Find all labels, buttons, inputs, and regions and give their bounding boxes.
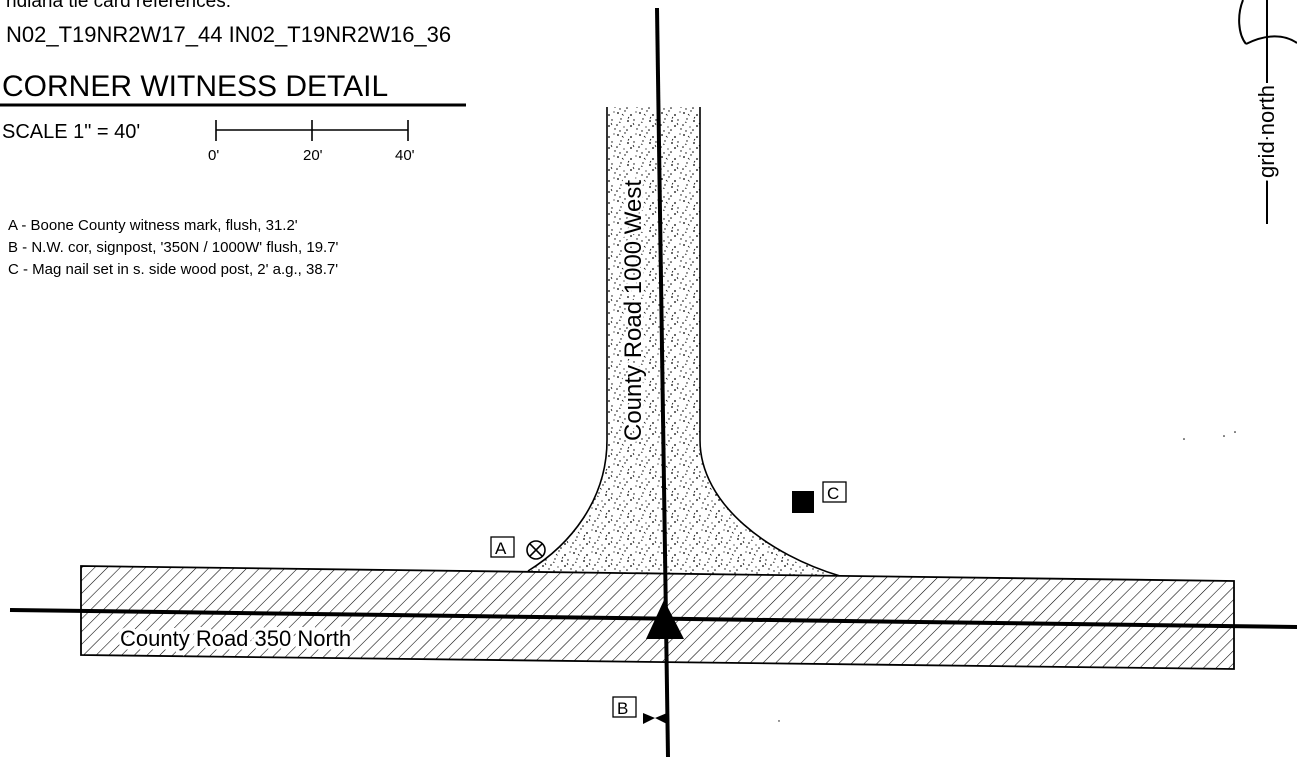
ns-road-left-edge (527, 107, 608, 572)
scale-label: SCALE 1" = 40' (2, 121, 140, 143)
marker-c-box (822, 481, 847, 503)
legend-item-b: B - N.W. cor, signpost, '350N / 1000W' f… (8, 239, 339, 256)
signpost-icon (643, 713, 667, 724)
tie-card-references: N02_T19NR2W17_44 IN02_T19NR2W16_36 (6, 22, 451, 47)
corner-monument (646, 600, 684, 639)
ns-road-right-edge (699, 107, 841, 577)
scale-tick-40: 40' (395, 147, 415, 164)
scan-specks (778, 431, 1236, 722)
marker-b-label: B (617, 699, 628, 718)
marker-b-box (612, 696, 637, 718)
marker-a-box (490, 536, 515, 558)
mag-nail-post-icon (792, 491, 814, 513)
grid-north-label: grid north (1254, 85, 1279, 178)
marker-c-label: C (827, 484, 839, 503)
scale-tick-20: 20' (303, 147, 323, 164)
marker-a-label: A (495, 539, 507, 558)
scale-tick-0: 0' (208, 147, 219, 164)
legend-item-c: C - Mag nail set in s. side wood post, 2… (8, 261, 338, 278)
header-cut-text: ndiana tie card references: (6, 0, 231, 12)
ew-road-name: County Road 350 North (120, 626, 351, 651)
section-line-ew (9, 608, 1297, 629)
detail-title: CORNER WITNESS DETAIL (2, 70, 388, 103)
legend-item-a: A - Boone County witness mark, flush, 31… (8, 217, 298, 234)
scale-bar (215, 120, 409, 141)
witness-mark-icon (526, 540, 546, 560)
ns-road-name: County Road 1000 West (620, 180, 647, 441)
north-arrow-icon (1238, 0, 1297, 224)
